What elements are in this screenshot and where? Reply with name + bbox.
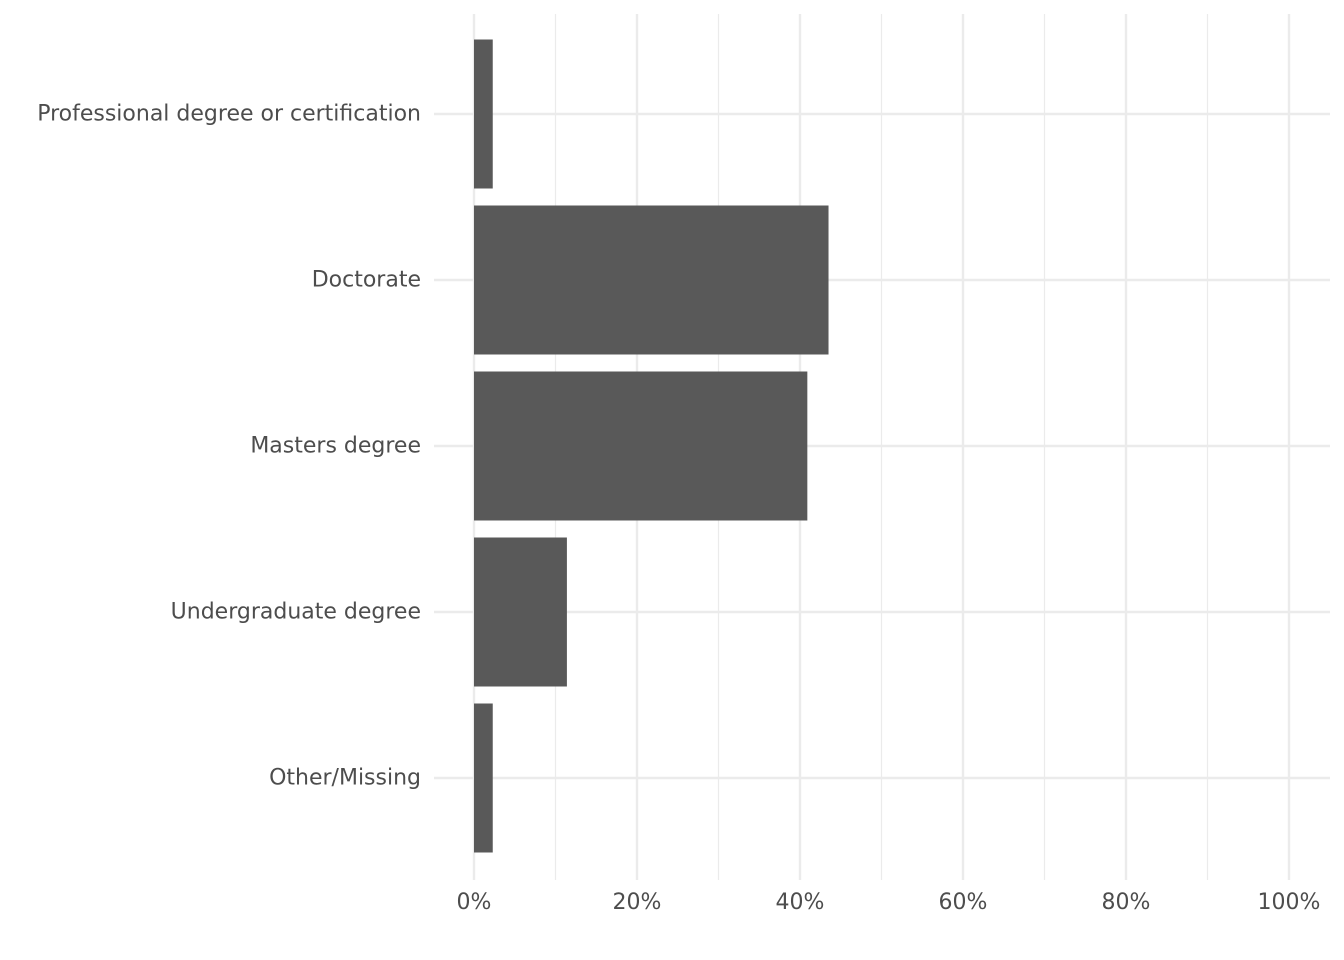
bar [474, 703, 493, 853]
y-tick-label: Other/Missing [269, 766, 421, 791]
bars [474, 39, 829, 853]
bar [474, 371, 808, 521]
y-tick-label: Doctorate [312, 268, 421, 293]
y-tick-label: Professional degree or certification [37, 102, 421, 127]
bar [474, 205, 829, 355]
bar [474, 39, 493, 189]
y-tick-label: Undergraduate degree [171, 600, 421, 625]
x-tick-label: 40% [776, 890, 825, 915]
y-tick-label: Masters degree [250, 434, 421, 459]
y-axis-labels: Professional degree or certification Doc… [37, 102, 421, 791]
x-tick-label: 0% [457, 890, 492, 915]
x-axis-labels: 0% 20% 40% 60% 80% 100% [457, 890, 1321, 915]
x-tick-label: 60% [939, 890, 988, 915]
x-tick-label: 20% [613, 890, 662, 915]
bar [474, 537, 567, 687]
x-tick-label: 100% [1258, 890, 1321, 915]
x-tick-label: 80% [1102, 890, 1151, 915]
